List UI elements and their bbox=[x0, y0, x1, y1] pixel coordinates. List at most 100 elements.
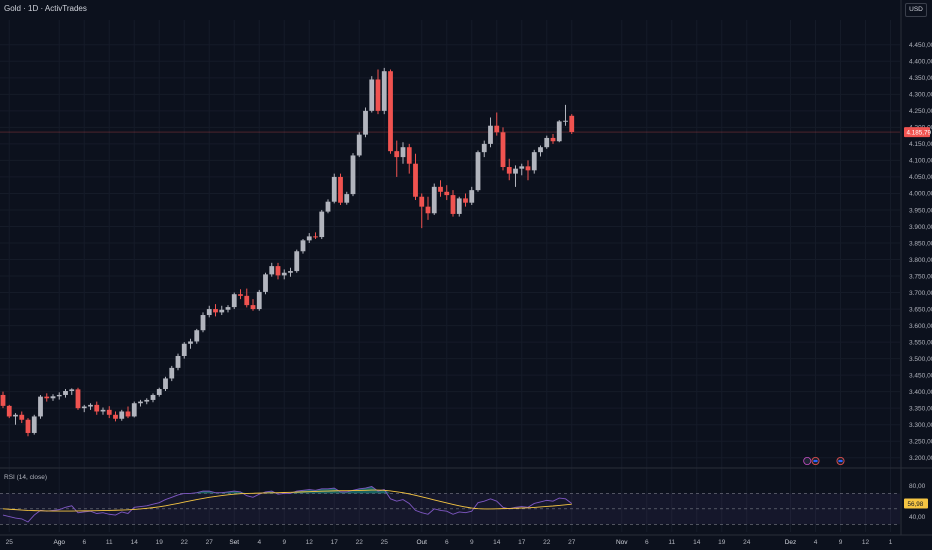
candle[interactable] bbox=[250, 305, 256, 310]
candle[interactable] bbox=[544, 137, 550, 148]
candle[interactable] bbox=[325, 201, 331, 212]
candle[interactable] bbox=[531, 152, 537, 171]
candle[interactable] bbox=[100, 409, 106, 412]
candle[interactable] bbox=[381, 71, 387, 111]
time-tick-label: 11 bbox=[106, 539, 113, 546]
candle[interactable] bbox=[425, 206, 431, 214]
candle[interactable] bbox=[256, 291, 262, 310]
candle[interactable] bbox=[331, 176, 337, 202]
candle[interactable] bbox=[31, 416, 37, 433]
candle[interactable] bbox=[113, 414, 118, 419]
candle[interactable] bbox=[44, 396, 50, 399]
candle[interactable] bbox=[19, 414, 25, 420]
candle[interactable] bbox=[175, 355, 181, 368]
candle[interactable] bbox=[494, 125, 500, 133]
candle[interactable] bbox=[550, 137, 556, 142]
candle[interactable] bbox=[163, 378, 168, 390]
candle[interactable] bbox=[319, 211, 325, 238]
candle[interactable] bbox=[431, 186, 437, 214]
candle[interactable] bbox=[406, 147, 412, 164]
candle[interactable] bbox=[225, 307, 231, 310]
candle[interactable] bbox=[125, 411, 131, 417]
candle[interactable] bbox=[419, 196, 425, 207]
candle[interactable] bbox=[356, 134, 362, 156]
candle[interactable] bbox=[63, 391, 68, 395]
candle[interactable] bbox=[144, 399, 150, 402]
candle[interactable] bbox=[263, 274, 268, 292]
candle[interactable] bbox=[538, 147, 543, 153]
candle[interactable] bbox=[481, 143, 487, 153]
candle[interactable] bbox=[219, 309, 225, 313]
candle[interactable] bbox=[463, 198, 468, 203]
candle[interactable] bbox=[13, 414, 18, 417]
candle[interactable] bbox=[306, 236, 312, 241]
candle[interactable] bbox=[338, 176, 343, 203]
candle[interactable] bbox=[375, 79, 381, 111]
candle[interactable] bbox=[563, 120, 568, 122]
candle[interactable] bbox=[138, 401, 143, 404]
candle[interactable] bbox=[200, 315, 206, 331]
candle[interactable] bbox=[206, 309, 212, 316]
candle[interactable] bbox=[231, 294, 237, 308]
candle[interactable] bbox=[213, 309, 218, 313]
chart-title[interactable]: Gold · 1D · ActivTrades bbox=[4, 4, 87, 13]
candle[interactable] bbox=[469, 190, 475, 203]
rsi-indicator-label[interactable]: RSI (14, close) bbox=[4, 474, 47, 481]
candle[interactable] bbox=[288, 271, 293, 273]
candle[interactable] bbox=[450, 195, 456, 214]
time-tick-label: 17 bbox=[518, 539, 526, 546]
candle[interactable] bbox=[81, 406, 87, 409]
candle[interactable] bbox=[269, 266, 275, 275]
candle[interactable] bbox=[350, 155, 356, 195]
candle[interactable] bbox=[169, 367, 175, 379]
candle[interactable] bbox=[569, 115, 575, 132]
candle[interactable] bbox=[244, 295, 250, 306]
price-tick-label: 3.550,00 bbox=[909, 339, 932, 346]
candle[interactable] bbox=[500, 132, 506, 168]
candle[interactable] bbox=[363, 110, 368, 135]
candle[interactable] bbox=[369, 79, 375, 111]
candle[interactable] bbox=[475, 152, 481, 191]
candle[interactable] bbox=[156, 389, 162, 395]
candle[interactable] bbox=[181, 343, 187, 356]
candle[interactable] bbox=[519, 166, 525, 169]
candle[interactable] bbox=[150, 394, 156, 400]
candle[interactable] bbox=[56, 394, 62, 397]
candle[interactable] bbox=[313, 236, 318, 238]
candle[interactable] bbox=[525, 166, 531, 171]
candle[interactable] bbox=[300, 240, 306, 252]
candle[interactable] bbox=[69, 389, 75, 392]
candle[interactable] bbox=[438, 186, 443, 192]
candle[interactable] bbox=[275, 266, 281, 276]
candle[interactable] bbox=[131, 403, 137, 417]
candle[interactable] bbox=[88, 404, 93, 407]
candle[interactable] bbox=[444, 191, 450, 196]
candle[interactable] bbox=[488, 125, 493, 144]
candle[interactable] bbox=[106, 409, 112, 415]
candle[interactable] bbox=[238, 294, 243, 296]
candle[interactable] bbox=[119, 411, 125, 419]
candle[interactable] bbox=[413, 163, 418, 197]
candle[interactable] bbox=[556, 121, 562, 142]
candle[interactable] bbox=[194, 330, 200, 342]
candle[interactable] bbox=[344, 194, 350, 203]
candle[interactable] bbox=[25, 419, 31, 433]
dividend-event-icon[interactable] bbox=[803, 456, 812, 465]
candle[interactable] bbox=[6, 405, 12, 417]
currency-button[interactable]: USD bbox=[905, 3, 927, 17]
candle[interactable] bbox=[513, 168, 518, 174]
candle[interactable] bbox=[38, 396, 43, 417]
candle[interactable] bbox=[294, 251, 300, 272]
candle[interactable] bbox=[456, 198, 462, 214]
candle[interactable] bbox=[94, 404, 100, 412]
candle[interactable] bbox=[506, 167, 512, 174]
candle[interactable] bbox=[400, 147, 406, 158]
candle[interactable] bbox=[394, 151, 400, 158]
candle[interactable] bbox=[388, 71, 393, 152]
candle[interactable] bbox=[188, 341, 193, 344]
candle[interactable] bbox=[50, 396, 56, 399]
candle[interactable] bbox=[0, 394, 6, 406]
candle[interactable] bbox=[75, 389, 81, 409]
candle[interactable] bbox=[281, 272, 287, 276]
